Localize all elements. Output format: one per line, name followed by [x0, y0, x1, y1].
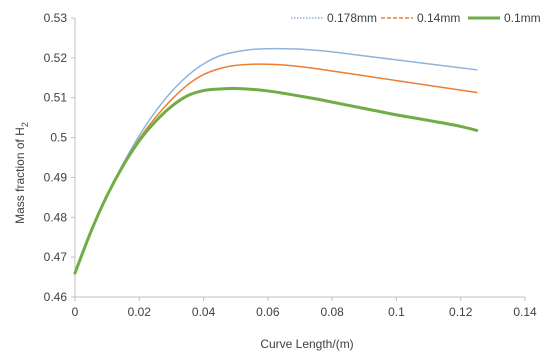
y-tick-label: 0.47: [44, 250, 68, 264]
y-axis-title: Mass fraction of H2: [13, 122, 30, 224]
legend-label-0.14mm: 0.14mm: [417, 11, 460, 25]
x-tick-label: 0.08: [320, 305, 344, 319]
x-tick-label: 0: [72, 305, 79, 319]
y-tick-label: 0.5: [50, 131, 67, 145]
x-axis-title: Curve Length/(m): [260, 337, 353, 351]
series-line-0.1mm: [73, 87, 479, 275]
legend-label-0.1mm: 0.1mm: [504, 11, 541, 25]
x-tick-label: 0.02: [128, 305, 152, 319]
x-tick-label: 0.1: [388, 305, 405, 319]
labels-layer: Curve Length/(m) Mass fraction of H2: [13, 122, 354, 351]
y-tick-label: 0.51: [44, 91, 68, 105]
legend: 0.178mm 0.14mm 0.1mm: [291, 11, 541, 25]
y-tick-label: 0.49: [44, 170, 68, 184]
series-line-0.178mm: [74, 47, 478, 274]
legend-label-0.178mm: 0.178mm: [327, 11, 377, 25]
axes-layer: 0 0.02 0.04 0.06 0.08 0.1 0.12 0.14 0.46 0.47 0.48…: [44, 11, 537, 319]
x-tick-label: 0.14: [513, 305, 537, 319]
y-tick-label: 0.53: [44, 11, 68, 25]
y-tick-label: 0.46: [44, 290, 68, 304]
x-tick-label: 0.06: [256, 305, 280, 319]
y-tick-label: 0.52: [44, 51, 68, 65]
y-axis-title-subscript: 2: [20, 122, 30, 127]
y-axis-title-main: Mass fraction of H: [13, 127, 27, 224]
y-tick-label: 0.48: [44, 210, 68, 224]
x-tick-label: 0.04: [192, 305, 216, 319]
series-layer: [73, 47, 479, 275]
x-tick-label: 0.12: [449, 305, 473, 319]
